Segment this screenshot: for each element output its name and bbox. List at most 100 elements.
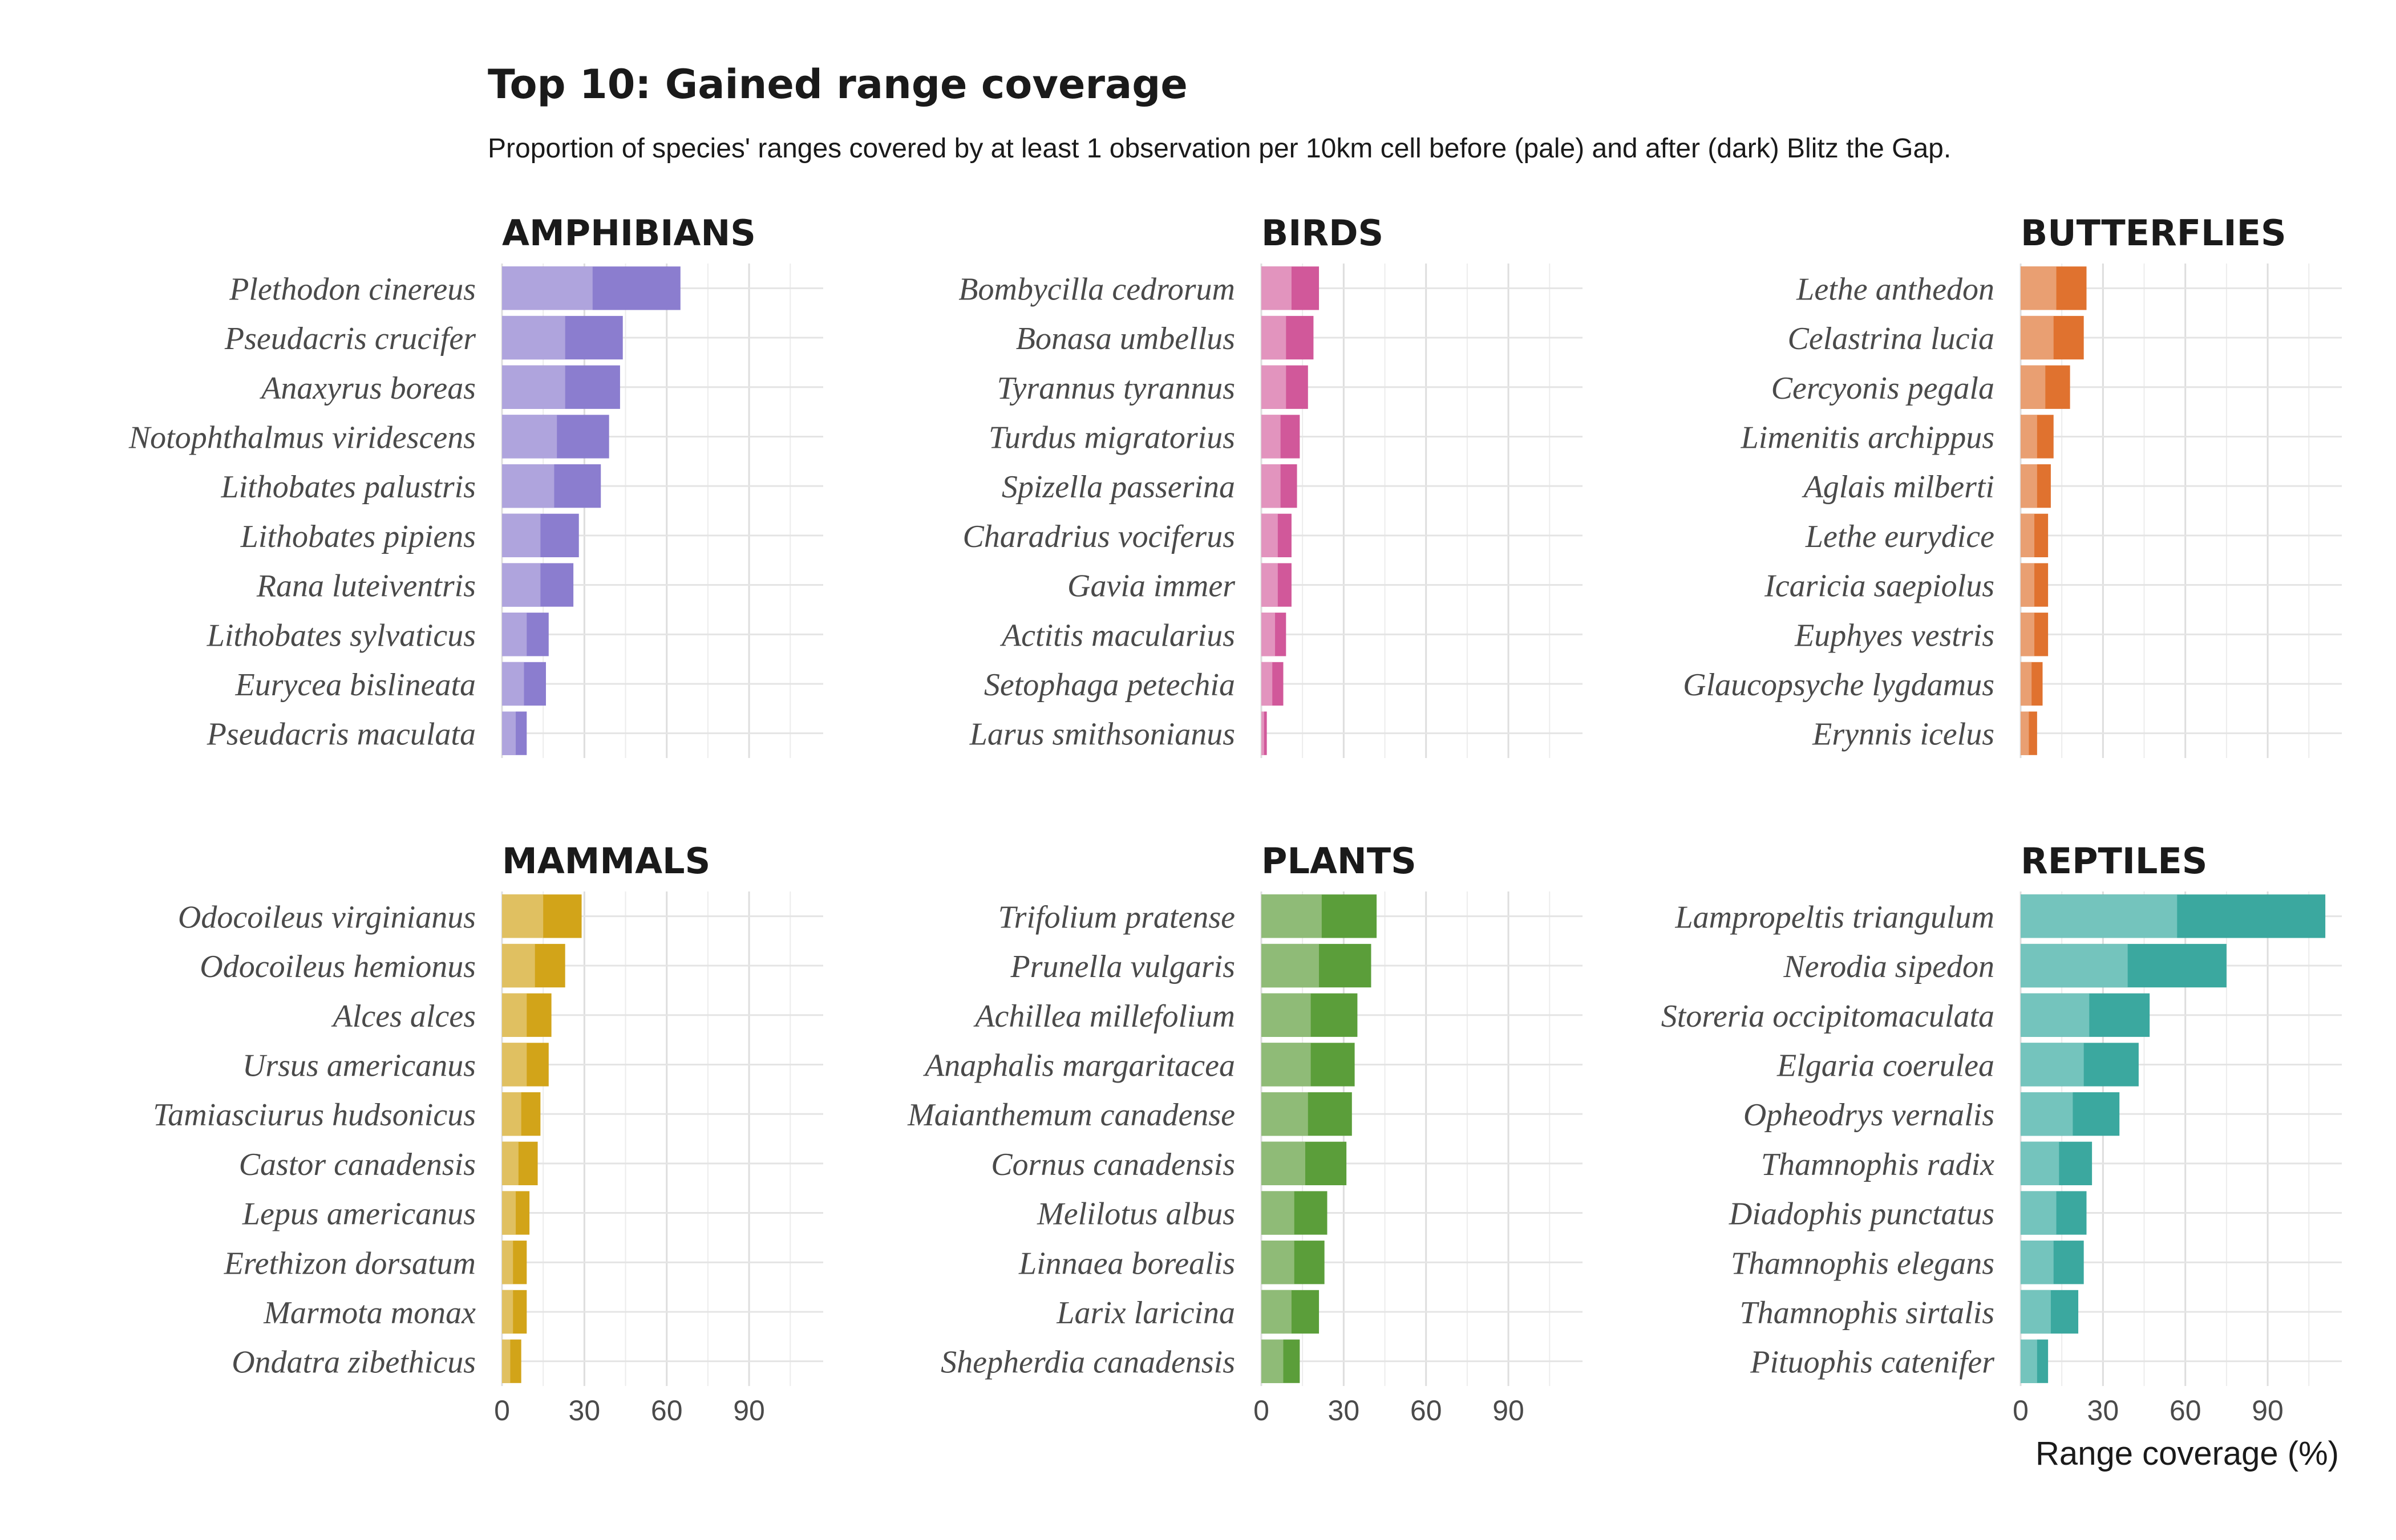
bar-before [1261, 415, 1281, 459]
x-axis-label: Range coverage (%) [2035, 1435, 2339, 1472]
bar-before [2021, 711, 2029, 755]
category-label: Thamnophis sirtalis [1739, 1295, 1994, 1331]
bar-before [502, 1191, 516, 1235]
category-label: Larus smithsonianus [969, 717, 1235, 752]
category-label: Icaricia saepiolus [1764, 569, 1994, 604]
bar-before [502, 415, 557, 459]
facet-title: AMPHIBIANS [502, 212, 756, 254]
bar-before [2021, 1191, 2057, 1235]
bar-before [2021, 1290, 2051, 1334]
bar-before [2021, 894, 2178, 938]
bar-before [1261, 464, 1281, 508]
bar-before [2021, 1241, 2054, 1284]
bar-before [502, 711, 516, 755]
x-tick-label: 0 [1253, 1395, 1269, 1426]
bar-before [502, 1043, 527, 1087]
category-label: Erethizon dorsatum [224, 1246, 476, 1281]
facet-title: BIRDS [1261, 212, 1383, 254]
category-label: Prunella vulgaris [1010, 949, 1235, 984]
category-label: Spizella passerina [1002, 469, 1235, 505]
bar-before [502, 894, 544, 938]
bar-before [1261, 266, 1292, 310]
category-label: Glaucopsyche lygdamus [1683, 667, 1994, 703]
bar-before [2021, 613, 2035, 656]
category-label: Rana luteiventris [256, 569, 476, 604]
bar-before [1261, 943, 1320, 988]
facet-panels: AMPHIBIANS Plethodon cinereus Pseudacris c… [128, 212, 2342, 1426]
bar-before [1261, 1290, 1292, 1334]
bar-before [2021, 1092, 2073, 1136]
category-label: Marmota monax [263, 1295, 476, 1331]
bar-before [2021, 513, 2035, 557]
facet-title: PLANTS [1261, 840, 1416, 882]
facet-plants: PLANTS Trifolium pratense Prunella vulgari… [907, 840, 1583, 1426]
bar-before [502, 266, 593, 310]
bar-before [502, 464, 555, 508]
category-label: Pseudacris crucifer [224, 321, 476, 356]
category-label: Trifolium pratense [998, 899, 1235, 935]
bar-before [1261, 1339, 1284, 1383]
bar-before [2021, 464, 2037, 508]
category-label: Alces alces [331, 999, 476, 1034]
bar-before [1261, 513, 1278, 557]
category-label: Larix laricina [1056, 1295, 1235, 1331]
category-label: Anaphalis margaritacea [922, 1048, 1235, 1083]
category-label: Actitis macularius [999, 618, 1235, 653]
bar-before [2021, 563, 2035, 607]
category-label: Plethodon cinereus [229, 271, 476, 307]
category-label: Odocoileus hemionus [200, 949, 476, 984]
bar-before [2021, 1339, 2037, 1383]
category-label: Eurycea bislineata [235, 667, 476, 703]
category-label: Lithobates sylvaticus [207, 618, 476, 653]
bar-before [1261, 1043, 1311, 1087]
facet-amphibians: AMPHIBIANS Plethodon cinereus Pseudacris c… [128, 212, 823, 758]
category-label: Anaxyrus boreas [259, 371, 476, 406]
bar-before [2021, 415, 2037, 459]
bar-before [1261, 1241, 1294, 1284]
bar-before [1261, 894, 1322, 938]
category-label: Lampropeltis triangulum [1674, 899, 1994, 935]
category-label: Setophaga petechia [984, 667, 1235, 703]
bar-before [1261, 993, 1311, 1037]
facet-title: BUTTERFLIES [2021, 212, 2286, 254]
category-label: Linnaea borealis [1018, 1246, 1235, 1281]
x-tick-label: 0 [2013, 1395, 2029, 1426]
bar-before [1261, 613, 1276, 656]
category-label: Storeria occipitomaculata [1661, 999, 1994, 1034]
bar-before [502, 1339, 511, 1383]
category-label: Cercyonis pegala [1771, 371, 1994, 406]
bar-before [502, 1241, 513, 1284]
category-label: Turdus migratorius [989, 420, 1235, 455]
facet-butterflies: BUTTERFLIES Lethe anthedon Celastrina luci… [1683, 212, 2342, 758]
x-tick-label: 60 [2170, 1395, 2201, 1426]
bar-before [502, 662, 524, 706]
category-label: Euphyes vestris [1794, 618, 1994, 653]
facet-title: REPTILES [2021, 840, 2207, 882]
category-label: Celastrina lucia [1788, 321, 1994, 356]
facet-birds: BIRDS Bombycilla cedrorum Bonasa umbellus T… [958, 212, 1583, 758]
category-label: Maianthemum canadense [907, 1097, 1235, 1133]
bar-before [2021, 662, 2032, 706]
category-label: Castor canadensis [239, 1147, 476, 1182]
bar-before [502, 943, 535, 988]
x-tick-label: 90 [2252, 1395, 2284, 1426]
category-label: Thamnophis radix [1761, 1147, 1994, 1182]
bar-before [1261, 711, 1264, 755]
category-label: Cornus canadensis [991, 1147, 1235, 1182]
category-label: Lepus americanus [242, 1197, 476, 1232]
category-label: Aglais milberti [1802, 469, 1994, 505]
x-tick-label: 90 [1492, 1395, 1524, 1426]
category-label: Elgaria coerulea [1776, 1048, 1994, 1083]
bar-before [502, 1092, 521, 1136]
category-label: Nerodia sipedon [1783, 949, 1994, 984]
x-tick-label: 0 [494, 1395, 510, 1426]
bar-before [2021, 1043, 2084, 1087]
category-label: Lithobates pipiens [240, 519, 476, 554]
x-tick-label: 30 [1328, 1395, 1360, 1426]
category-label: Lethe eurydice [1805, 519, 1994, 554]
x-tick-label: 30 [2087, 1395, 2119, 1426]
bar-before [2021, 266, 2057, 310]
category-label: Bonasa umbellus [1016, 321, 1235, 356]
bar-before [2021, 315, 2054, 360]
